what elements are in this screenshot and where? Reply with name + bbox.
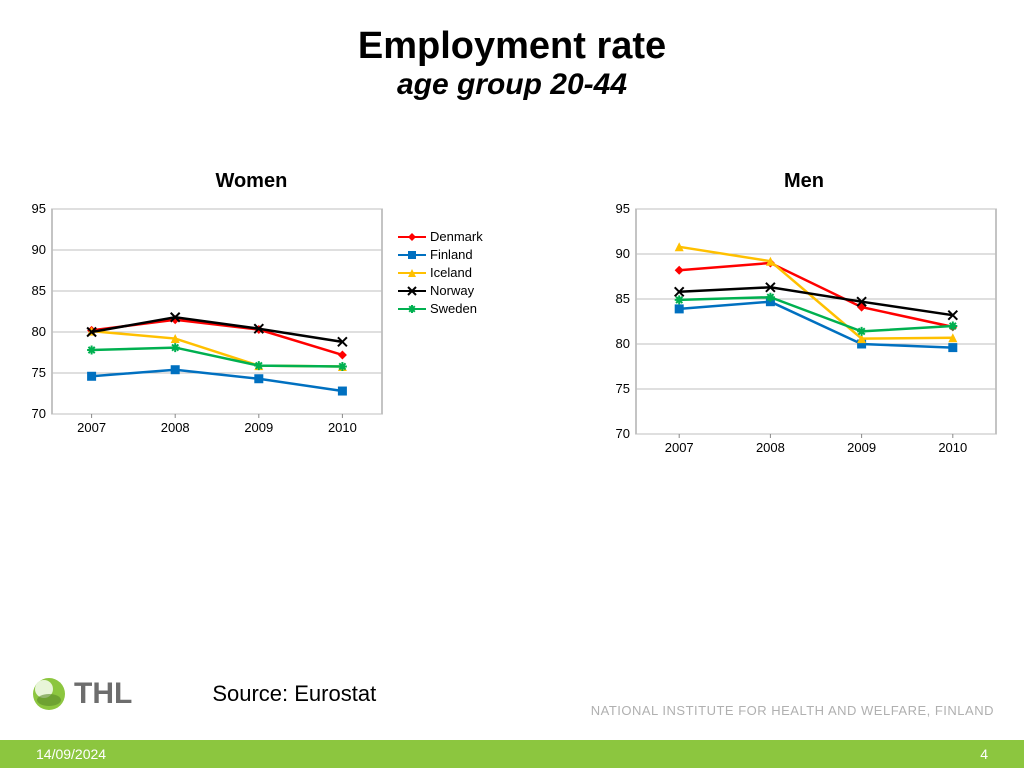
svg-text:70: 70: [32, 406, 46, 421]
legend-item: Norway: [398, 283, 483, 298]
svg-text:90: 90: [32, 242, 46, 257]
institute-label: NATIONAL INSTITUTE FOR HEALTH AND WELFAR…: [591, 703, 994, 718]
svg-text:85: 85: [32, 283, 46, 298]
svg-text:2010: 2010: [938, 440, 967, 455]
legend-item: Sweden: [398, 301, 483, 316]
title-block: Employment rate age group 20-44: [0, 0, 1024, 102]
chart-wrap: 70 75 80 85 90 95 2007 2008 2009 2010 Denmark Finla…: [20, 199, 483, 444]
slide: Employment rate age group 20-44 Women707…: [0, 0, 1024, 768]
legend-label: Iceland: [430, 265, 472, 280]
source-label: Source: Eurostat: [212, 681, 376, 707]
chart-title: Women: [20, 170, 483, 193]
legend-item: Finland: [398, 247, 483, 262]
svg-text:75: 75: [32, 365, 46, 380]
chart-svg: 70 75 80 85 90 95 2007 2008 2009 2010: [604, 199, 1004, 464]
svg-text:95: 95: [32, 201, 46, 216]
legend-label: Norway: [430, 283, 474, 298]
svg-text:2007: 2007: [77, 420, 106, 435]
charts-row: Women 70 75 80 85 90 95 2007 2008 2009 2010 Denmark…: [20, 170, 1004, 464]
svg-text:2008: 2008: [161, 420, 190, 435]
page-subtitle: age group 20-44: [0, 68, 1024, 102]
chart-svg: 70 75 80 85 90 95 2007 2008 2009 2010: [20, 199, 390, 444]
legend-label: Denmark: [430, 229, 483, 244]
svg-text:80: 80: [32, 324, 46, 339]
footer-page: 4: [980, 746, 988, 762]
chart-block: Women 70 75 80 85 90 95 2007 2008 2009 2010 Denmark…: [20, 170, 483, 464]
legend-label: Finland: [430, 247, 473, 262]
globe-icon: [30, 675, 68, 713]
svg-text:2009: 2009: [244, 420, 273, 435]
footer-bar: 14/09/2024 4: [0, 740, 1024, 768]
chart-title: Men: [604, 170, 1004, 193]
svg-text:80: 80: [616, 336, 630, 351]
svg-text:2009: 2009: [847, 440, 876, 455]
legend: Denmark Finland Iceland Norway Sweden: [398, 229, 483, 319]
svg-text:70: 70: [616, 426, 630, 441]
legend-label: Sweden: [430, 301, 477, 316]
page-title: Employment rate: [0, 25, 1024, 68]
svg-text:2010: 2010: [328, 420, 357, 435]
svg-text:90: 90: [616, 246, 630, 261]
chart-block: Men 70 75 80 85 90 95 2007 2008 2009 2010: [604, 170, 1004, 464]
svg-text:95: 95: [616, 201, 630, 216]
svg-text:75: 75: [616, 381, 630, 396]
svg-text:2007: 2007: [665, 440, 694, 455]
chart-wrap: 70 75 80 85 90 95 2007 2008 2009 2010: [604, 199, 1004, 464]
svg-text:85: 85: [616, 291, 630, 306]
legend-item: Iceland: [398, 265, 483, 280]
footer-date: 14/09/2024: [36, 746, 106, 762]
thl-logo: THL: [30, 675, 132, 713]
svg-text:2008: 2008: [756, 440, 785, 455]
legend-item: Denmark: [398, 229, 483, 244]
logo-text: THL: [74, 677, 132, 711]
